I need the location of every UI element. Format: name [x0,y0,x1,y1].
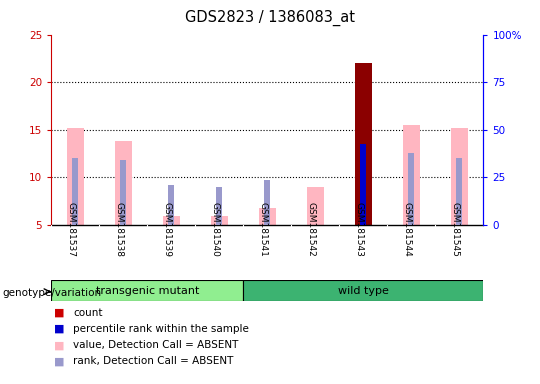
Text: value, Detection Call = ABSENT: value, Detection Call = ABSENT [73,340,238,350]
Text: ■: ■ [54,340,64,350]
Bar [211,216,228,225]
Text: GSM181543: GSM181543 [354,202,363,257]
Bar [408,153,414,225]
Bar [307,187,323,225]
Bar [168,185,174,225]
Bar [67,128,84,225]
Bar [120,160,126,225]
Text: GSM181544: GSM181544 [402,202,411,257]
Text: percentile rank within the sample: percentile rank within the sample [73,324,249,334]
Text: GSM181539: GSM181539 [163,202,171,257]
Text: GSM181541: GSM181541 [258,202,267,257]
Text: GSM181542: GSM181542 [306,202,315,257]
Text: ■: ■ [54,324,64,334]
Text: ■: ■ [54,308,64,318]
Bar [451,128,468,225]
Bar [360,144,366,225]
Bar [163,216,180,225]
Text: GDS2823 / 1386083_at: GDS2823 / 1386083_at [185,10,355,26]
Bar [244,280,483,301]
Bar [355,63,372,225]
Bar [72,158,78,225]
Text: GSM181545: GSM181545 [450,202,460,257]
Bar [51,280,244,301]
Text: count: count [73,308,103,318]
Text: GSM181538: GSM181538 [114,202,123,257]
Text: GSM181540: GSM181540 [210,202,219,257]
Bar [217,187,222,225]
Text: wild type: wild type [338,286,389,296]
Text: rank, Detection Call = ABSENT: rank, Detection Call = ABSENT [73,356,233,366]
Text: genotype/variation: genotype/variation [3,288,102,298]
Bar [456,158,462,225]
Bar [265,180,270,225]
Text: ■: ■ [54,356,64,366]
Text: GSM181537: GSM181537 [66,202,75,257]
Bar [115,141,132,225]
Text: transgenic mutant: transgenic mutant [96,286,199,296]
Bar [403,125,420,225]
Bar [259,209,276,225]
